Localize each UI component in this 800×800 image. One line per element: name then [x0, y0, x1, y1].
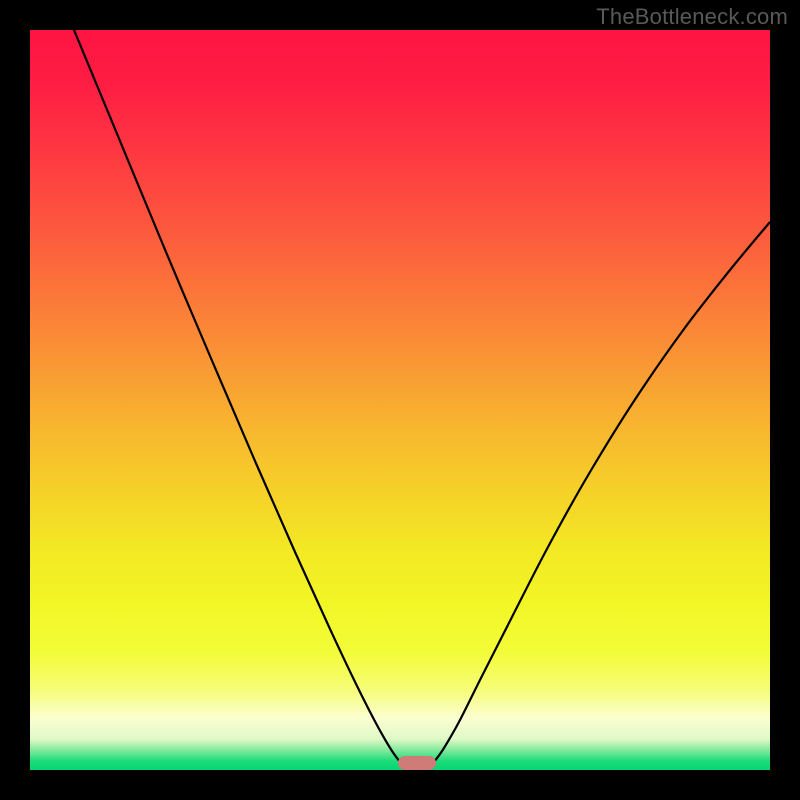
bottleneck-chart-svg: [0, 0, 800, 800]
minimum-marker: [398, 756, 436, 770]
bottleneck-chart-container: { "meta": { "watermark": "TheBottleneck.…: [0, 0, 800, 800]
chart-gradient-background: [30, 30, 770, 770]
watermark-text: TheBottleneck.com: [596, 4, 788, 30]
